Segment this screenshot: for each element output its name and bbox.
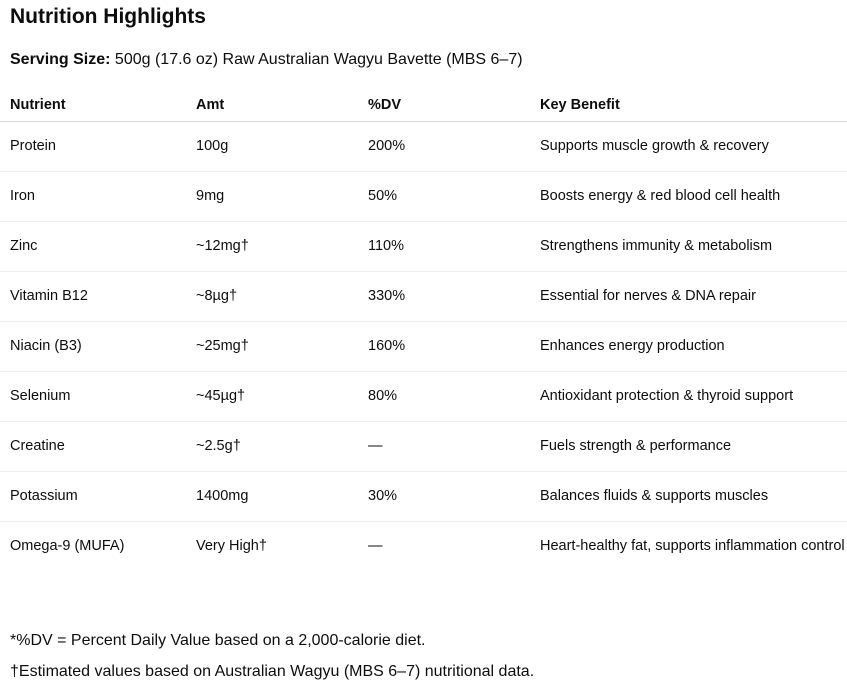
cell-key-benefit: Fuels strength & performance	[530, 421, 847, 472]
table-row: Potassium 1400mg 30% Balances fluids & supp…	[0, 471, 847, 522]
table-row: Protein 100g 200% Supports muscle growth & …	[0, 121, 847, 172]
cell-amount: ~12mg†	[186, 221, 358, 272]
table-row: Vitamin B12 ~8µg† 330% Essential for nerves…	[0, 271, 847, 322]
serving-size-label: Serving Size:	[10, 51, 111, 68]
header-nutrient: Nutrient	[0, 88, 186, 122]
cell-key-benefit: Balances fluids & supports muscles	[530, 471, 847, 522]
cell-key-benefit: Heart-healthy fat, supports inflammation…	[540, 538, 845, 554]
cell-amount: 9mg	[186, 171, 358, 222]
cell-amount: 1400mg	[186, 471, 358, 522]
cell-nutrient: Potassium	[0, 471, 186, 522]
cell-dv: —	[358, 421, 530, 472]
table-header-row: Nutrient Amt %DV Key Benefit	[0, 88, 847, 122]
cell-nutrient: Zinc	[0, 221, 186, 272]
nutrition-table: Nutrient Amt %DV Key Benefit Protein 100g…	[0, 88, 847, 572]
footnote-dv: *%DV = Percent Daily Value based on a 2,…	[10, 632, 426, 649]
cell-amount: ~2.5g†	[186, 421, 358, 472]
cell-dv: 30%	[358, 471, 530, 522]
cell-dv: 160%	[358, 321, 530, 372]
cell-dv: 330%	[358, 271, 530, 322]
table-row: Selenium ~45µg† 80% Antioxidant protection …	[0, 371, 847, 422]
cell-nutrient: Omega-9 (MUFA)	[10, 538, 125, 554]
cell-dv: —	[368, 538, 383, 554]
cell-dv: 110%	[358, 221, 530, 272]
cell-nutrient: Selenium	[0, 371, 186, 422]
cell-nutrient: Creatine	[0, 421, 186, 472]
table-row: Iron 9mg 50% Boosts energy & red blood cell…	[0, 171, 847, 222]
header-key-benefit: Key Benefit	[530, 88, 847, 122]
cell-dv: 80%	[358, 371, 530, 422]
footnote-estimated: †Estimated values based on Australian Wa…	[10, 663, 535, 680]
cell-nutrient: Niacin (B3)	[0, 321, 186, 372]
cell-key-benefit: Antioxidant protection & thyroid support	[530, 371, 847, 422]
cell-amount: ~45µg†	[186, 371, 358, 422]
header-amount: Amt	[186, 88, 358, 122]
cell-nutrient: Protein	[0, 121, 186, 172]
cell-key-benefit: Essential for nerves & DNA repair	[530, 271, 847, 322]
table-row: Zinc ~12mg† 110% Strengthens immunity & met…	[0, 221, 847, 272]
cell-key-benefit: Boosts energy & red blood cell health	[530, 171, 847, 222]
page-title: Nutrition Highlights	[10, 5, 206, 28]
table-row: Niacin (B3) ~25mg† 160% Enhances energy pro…	[0, 321, 847, 372]
cell-amount: Very High†	[196, 538, 267, 554]
cell-amount: 100g	[186, 121, 358, 172]
table-row: Creatine ~2.5g† — Fuels strength & performa…	[0, 421, 847, 472]
cell-key-benefit: Strengthens immunity & metabolism	[530, 221, 847, 272]
cell-amount: ~8µg†	[186, 271, 358, 322]
serving-size: Serving Size: 500g (17.6 oz) Raw Austral…	[10, 51, 523, 69]
cell-dv: 200%	[358, 121, 530, 172]
table-row: Omega-9 (MUFA) Very High† — Heart-healthy f…	[0, 522, 847, 572]
cell-key-benefit: Supports muscle growth & recovery	[530, 121, 847, 172]
header-dv: %DV	[358, 88, 530, 122]
cell-amount: ~25mg†	[186, 321, 358, 372]
cell-key-benefit: Enhances energy production	[530, 321, 847, 372]
cell-nutrient: Vitamin B12	[0, 271, 186, 322]
cell-dv: 50%	[358, 171, 530, 222]
serving-size-value: 500g (17.6 oz) Raw Australian Wagyu Bave…	[110, 51, 523, 68]
cell-nutrient: Iron	[0, 171, 186, 222]
